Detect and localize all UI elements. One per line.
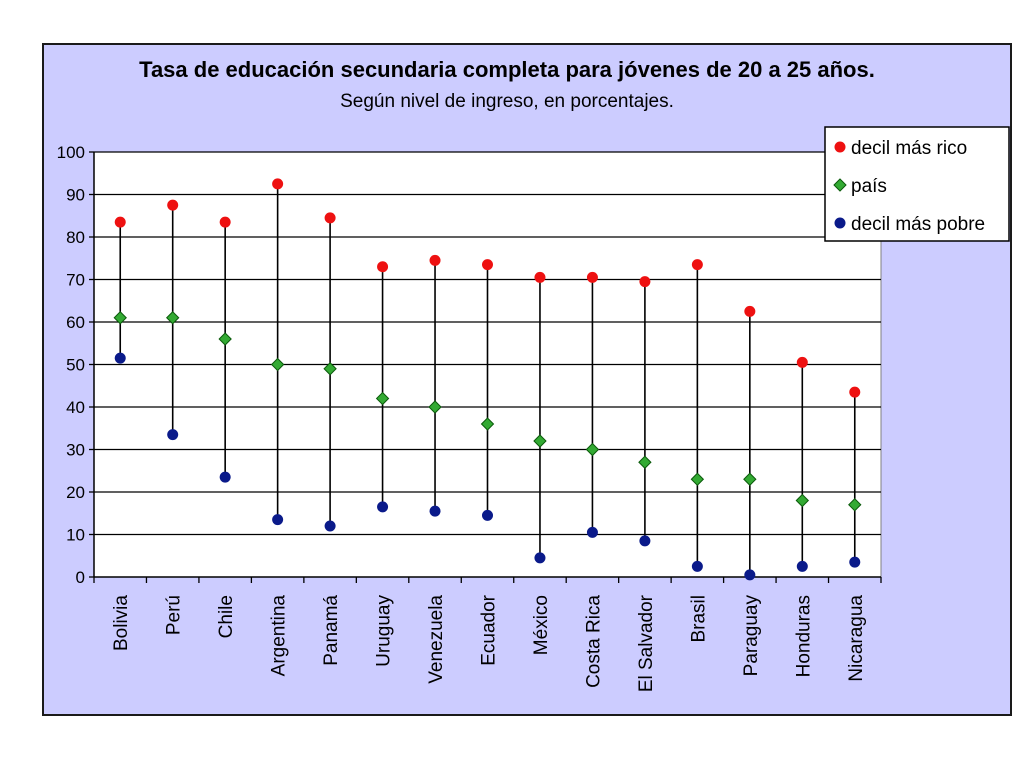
y-tick-label: 10 <box>66 526 85 545</box>
point-decil-mas-rico <box>534 271 546 283</box>
point-pais <box>533 434 547 448</box>
y-tick-label: 70 <box>66 271 85 290</box>
point-decil-mas-pobre <box>534 552 546 564</box>
legend-box <box>824 126 1010 242</box>
point-pais <box>585 442 600 457</box>
point-pais <box>270 357 285 372</box>
legend-marker <box>834 217 846 229</box>
point-decil-mas-pobre <box>324 520 336 532</box>
point-pais <box>480 417 495 431</box>
point-decil-mas-rico <box>691 259 703 271</box>
legend-label: país <box>851 176 887 197</box>
point-decil-mas-rico <box>586 271 598 283</box>
chart-svg: Tasa de educación secundaria completa pa… <box>57 57 1010 692</box>
point-decil-mas-rico <box>377 261 389 273</box>
legend-label: decil más rico <box>851 138 967 159</box>
point-decil-mas-pobre <box>849 556 861 568</box>
x-tick-label: Ecuador <box>479 594 500 665</box>
point-pais <box>743 472 757 486</box>
legend-marker <box>833 178 847 192</box>
point-pais <box>848 498 862 512</box>
point-pais <box>375 391 390 406</box>
legend: decil más rico país decil más pobre <box>824 126 1010 242</box>
point-pais <box>218 332 232 346</box>
point-decil-mas-pobre <box>482 509 493 521</box>
y-tick-label: 60 <box>66 313 85 332</box>
point-pais <box>323 362 337 376</box>
plot-layer: 0 10 20 30 40 50 60 70 80 90 100 Bolivia Perú Chile Ar… <box>57 143 882 692</box>
point-decil-mas-pobre <box>586 526 598 538</box>
point-decil-mas-pobre <box>272 514 284 526</box>
point-decil-mas-rico <box>167 199 179 211</box>
y-tick-label: 80 <box>66 228 85 247</box>
point-decil-mas-pobre <box>796 560 808 572</box>
point-decil-mas-rico <box>744 305 756 317</box>
x-tick-label: Uruguay <box>374 595 395 667</box>
x-tick-label: Costa Rica <box>583 595 604 688</box>
point-decil-mas-pobre <box>744 569 756 581</box>
point-decil-mas-pobre <box>377 501 389 513</box>
y-tick-label: 40 <box>66 398 85 417</box>
point-decil-mas-rico <box>114 216 126 228</box>
x-tick-label: Honduras <box>793 595 814 677</box>
x-tick-label: Bolivia <box>111 595 132 651</box>
x-tick-label: Brasil <box>688 595 709 643</box>
point-decil-mas-rico <box>272 178 284 190</box>
point-decil-mas-rico <box>324 212 336 224</box>
chart-frame: Tasa de educación secundaria completa pa… <box>42 43 1012 716</box>
x-tick-label: Perú <box>164 595 185 635</box>
y-tick-label: 0 <box>76 568 85 587</box>
point-pais <box>795 493 810 508</box>
y-tick-label: 100 <box>57 143 85 162</box>
x-tick-label: México <box>531 595 552 655</box>
y-tick-label: 30 <box>66 441 85 460</box>
point-pais <box>165 311 180 325</box>
x-tick-label: Argentina <box>269 595 290 677</box>
x-tick-label: El Salvador <box>636 594 657 692</box>
point-decil-mas-pobre <box>639 535 651 547</box>
point-decil-mas-rico <box>849 386 861 398</box>
point-decil-mas-rico <box>482 259 493 271</box>
point-decil-mas-rico <box>429 254 441 266</box>
chart-title: Tasa de educación secundaria completa pa… <box>139 57 875 82</box>
legend-label: decil más pobre <box>851 214 985 235</box>
point-pais <box>638 455 652 469</box>
point-pais <box>428 400 442 414</box>
point-decil-mas-rico <box>219 216 231 228</box>
x-tick-label: Panamá <box>321 595 342 666</box>
x-tick-label: Nicaragua <box>846 595 867 682</box>
point-decil-mas-pobre <box>219 471 231 483</box>
chart-subtitle: Según nivel de ingreso, en porcentajes. <box>340 91 674 112</box>
x-tick-label: Chile <box>216 595 237 638</box>
point-decil-mas-pobre <box>691 560 703 572</box>
point-pais <box>690 472 705 486</box>
point-decil-mas-pobre <box>114 352 126 364</box>
point-decil-mas-pobre <box>429 505 441 517</box>
point-decil-mas-rico <box>796 356 808 368</box>
y-tick-label: 50 <box>66 356 85 375</box>
y-tick-label: 90 <box>66 186 85 205</box>
y-tick-label: 20 <box>66 483 85 502</box>
point-pais <box>113 311 127 325</box>
x-tick-label: Paraguay <box>741 595 762 677</box>
point-decil-mas-pobre <box>167 429 179 441</box>
legend-marker <box>834 141 846 153</box>
x-tick-label: Venezuela <box>426 595 447 684</box>
point-decil-mas-rico <box>639 276 651 288</box>
